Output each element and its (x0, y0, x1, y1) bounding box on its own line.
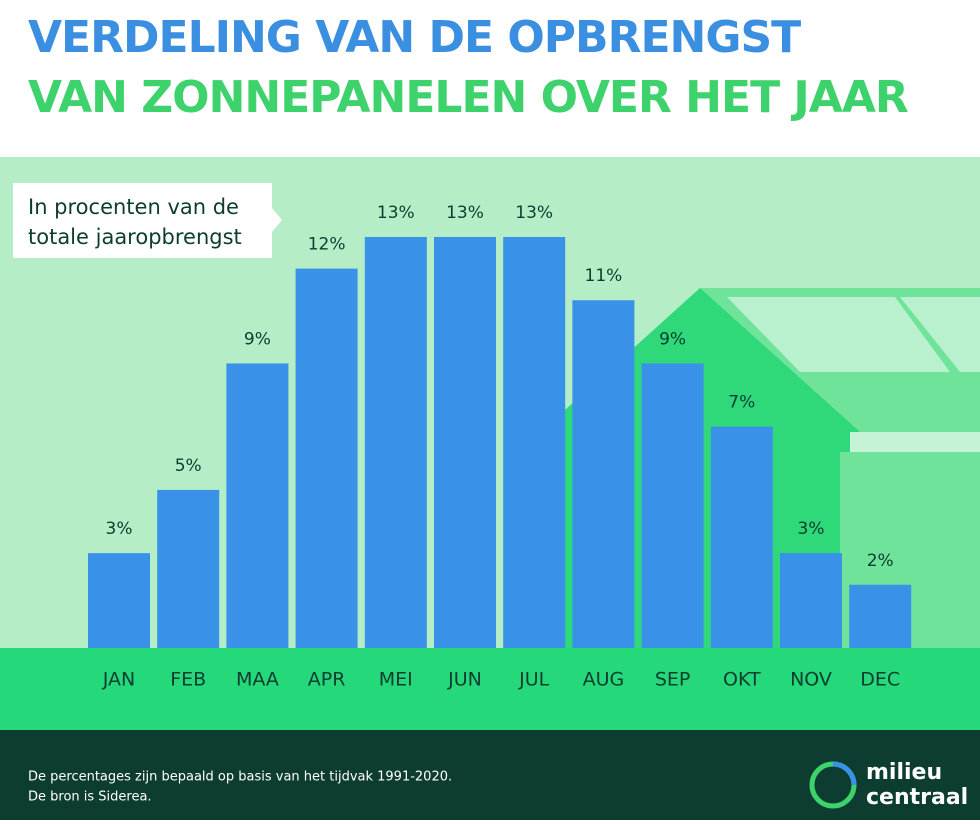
value-label: 9% (244, 329, 271, 349)
bar (849, 584, 912, 648)
value-label: 3% (106, 519, 133, 539)
bar (572, 300, 635, 648)
x-tick-label: JUN (447, 669, 482, 691)
x-tick-label: APR (308, 669, 346, 691)
logo-text: centraal (866, 785, 968, 810)
subtitle: totale jaaropbrengst (28, 225, 242, 249)
x-tick-label: NOV (790, 669, 832, 691)
solar-panel (900, 297, 980, 372)
value-label: 12% (308, 235, 346, 255)
x-tick-label: MEI (379, 669, 413, 691)
bar (780, 553, 842, 648)
bar (364, 237, 427, 648)
chart-title: VAN ZONNEPANELEN OVER HET JAAR (28, 72, 908, 123)
bar (157, 489, 220, 648)
bar (226, 363, 289, 648)
chart-title: VERDELING VAN DE OPBRENGST (28, 12, 801, 63)
value-label: 11% (585, 266, 623, 286)
value-label: 2% (867, 551, 894, 571)
x-tick-label: MAA (236, 669, 279, 691)
bar (641, 363, 704, 648)
value-label: 3% (798, 519, 825, 539)
logo-text: milieu (866, 760, 942, 785)
bar (295, 268, 358, 648)
value-label: 13% (377, 203, 415, 223)
x-tick-label: DEC (860, 669, 900, 691)
bar (88, 553, 150, 648)
bar (434, 237, 496, 648)
value-label: 13% (446, 203, 484, 223)
x-tick-label: FEB (170, 669, 206, 691)
value-label: 9% (659, 329, 686, 349)
note: De bron is Siderea. (28, 790, 152, 805)
bar (503, 237, 566, 648)
x-tick-label: JAN (102, 669, 135, 691)
house-eave (850, 432, 980, 452)
x-tick-label: JUL (518, 669, 550, 691)
x-tick-label: SEP (655, 669, 691, 691)
bar (710, 426, 773, 648)
subtitle-box (13, 183, 272, 258)
solar-panel (808, 297, 950, 372)
x-tick-label: OKT (723, 669, 761, 691)
ground (0, 648, 980, 730)
subtitle: In procenten van de (28, 195, 239, 219)
subtitle-pointer (272, 208, 282, 232)
logo-ring-accent (832, 761, 857, 786)
x-tick-label: AUG (583, 669, 625, 691)
note: De percentages zijn bepaald op basis van… (28, 770, 452, 785)
value-label: 7% (728, 393, 755, 413)
value-label: 13% (515, 203, 553, 223)
value-label: 5% (175, 456, 202, 476)
